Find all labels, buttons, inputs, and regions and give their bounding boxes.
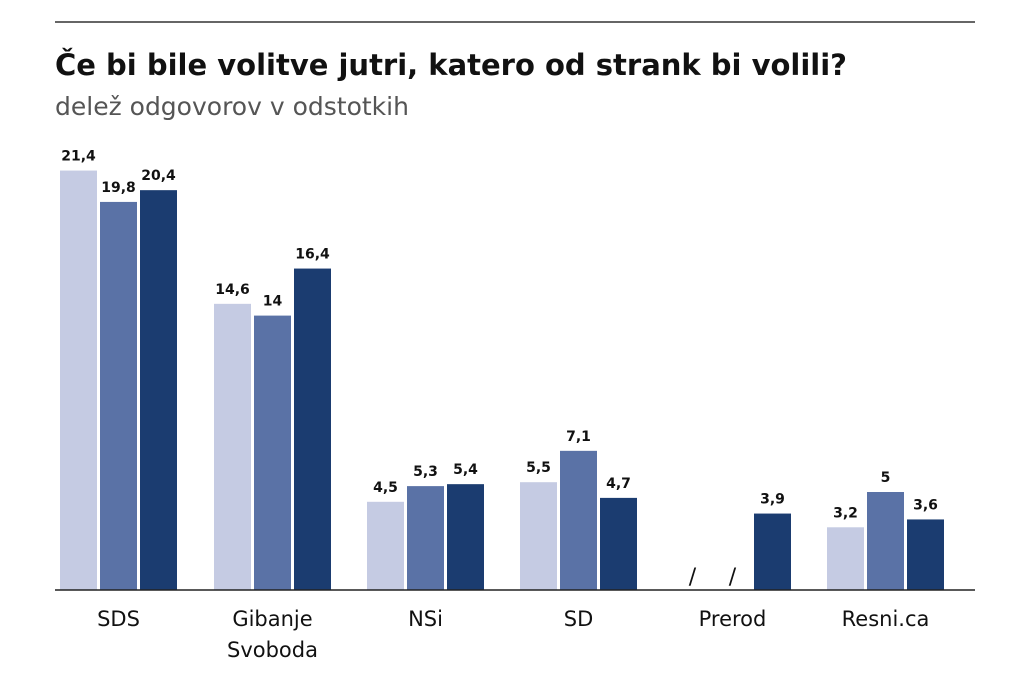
bar	[60, 170, 97, 590]
category-labels-group: SDS Gibanje Svoboda NSi SD Prerod Resni.ca	[97, 607, 929, 662]
value-label: 16,4	[295, 247, 330, 263]
bar	[367, 501, 404, 590]
bar	[520, 482, 557, 590]
bar	[754, 513, 791, 590]
bar	[294, 268, 331, 590]
missing-value-mark: /	[689, 565, 697, 590]
bar	[447, 484, 484, 590]
value-label: 5,3	[413, 464, 438, 480]
category-label: SDS	[97, 607, 140, 631]
value-label: 5,4	[453, 462, 478, 478]
bar	[214, 303, 251, 590]
value-label: 5,5	[526, 460, 551, 476]
value-label: 3,2	[833, 505, 858, 521]
value-label: 19,8	[101, 180, 136, 196]
category-label: Resni.ca	[842, 607, 930, 631]
value-labels-group: 21,4 19,8 20,4 14,6 14 16,4 4,5 5,3 5,4 5,5 7,1 4,7…	[61, 149, 938, 590]
chart-title: Če bi bile volitve jutri, katero od stra…	[55, 48, 847, 82]
value-label: 3,6	[913, 497, 938, 513]
bar	[254, 315, 291, 590]
missing-value-mark: /	[729, 565, 737, 590]
value-label: 21,4	[61, 149, 96, 165]
bars-group	[60, 170, 944, 591]
value-label: 4,7	[606, 476, 631, 492]
bar	[560, 450, 597, 590]
category-label: Gibanje	[232, 607, 312, 631]
bar	[100, 201, 137, 591]
value-label: 4,5	[373, 480, 398, 496]
value-label: 14	[263, 294, 283, 310]
bar	[867, 492, 904, 590]
value-label: 5	[881, 470, 891, 486]
category-label: Prerod	[699, 607, 767, 631]
bar	[140, 190, 177, 590]
category-label: NSi	[408, 607, 443, 631]
value-label: 7,1	[566, 429, 591, 445]
bar	[907, 519, 944, 590]
bar	[827, 527, 864, 590]
bar	[600, 497, 637, 590]
value-label: 3,9	[760, 492, 785, 508]
category-label: Svoboda	[227, 638, 318, 662]
bar	[407, 486, 444, 590]
category-label: SD	[564, 607, 594, 631]
value-label: 20,4	[141, 168, 176, 184]
value-label: 14,6	[215, 282, 250, 298]
chart-subtitle: delež odgovorov v odstotkih	[55, 92, 409, 121]
